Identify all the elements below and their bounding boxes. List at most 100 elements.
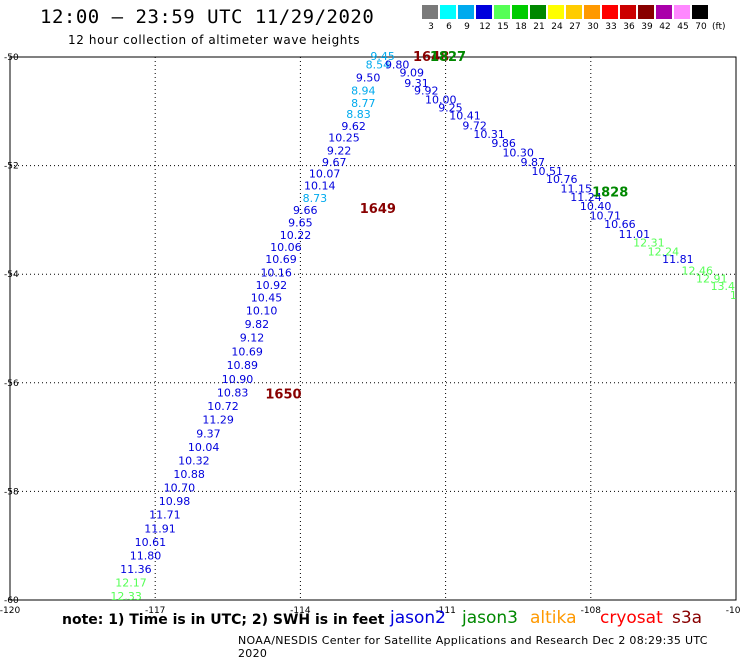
wave-height-value: 9.22 bbox=[327, 144, 352, 157]
wave-height-value: 9.67 bbox=[322, 156, 347, 169]
page-subtitle: 12 hour collection of altimeter wave hei… bbox=[68, 33, 361, 47]
wave-height-value: 10.45 bbox=[251, 292, 283, 305]
legend-label: 18 bbox=[515, 22, 527, 32]
wave-height-value: 11.01 bbox=[619, 228, 651, 241]
credit-line: NOAA/NESDIS Center for Satellite Applica… bbox=[238, 634, 708, 660]
wave-height-value: 9.82 bbox=[245, 318, 270, 331]
wave-height-value: 11.29 bbox=[202, 414, 234, 427]
legend-unit: (ft) bbox=[712, 22, 726, 32]
satellite-name-altika: altika bbox=[530, 608, 577, 628]
x-tick-label: -111 bbox=[435, 606, 455, 616]
wave-height-value: 10.51 bbox=[531, 165, 563, 178]
wave-height-value: 12.91 bbox=[696, 273, 728, 286]
legend-swatch bbox=[440, 5, 457, 19]
wave-height-value: 10.90 bbox=[222, 373, 254, 386]
legend-swatch bbox=[530, 5, 547, 19]
legend-swatch bbox=[494, 5, 511, 19]
y-tick-label: -60 bbox=[4, 596, 19, 606]
wave-height-value: 8.77 bbox=[351, 97, 376, 110]
pass-time-label: 1827 bbox=[430, 50, 466, 65]
page-title: 12:00 – 23:59 UTC 11/29/2020 bbox=[40, 6, 375, 28]
wave-height-value: 10.69 bbox=[231, 345, 263, 358]
wave-height-value: 8.54 bbox=[366, 59, 391, 72]
wave-height-value: 10.10 bbox=[246, 305, 278, 318]
map-frame bbox=[9, 56, 737, 601]
legend-label: 3 bbox=[428, 22, 434, 32]
legend-label: 21 bbox=[533, 22, 545, 32]
wave-height-value: 10.32 bbox=[178, 454, 210, 467]
wave-height-value: 9.09 bbox=[399, 67, 424, 80]
legend-label: 24 bbox=[551, 22, 563, 32]
wave-height-value: 10.16 bbox=[260, 267, 292, 280]
wave-height-value: 8.94 bbox=[351, 85, 376, 98]
x-tick-label: -105 bbox=[726, 606, 740, 616]
wave-height-value: 10.06 bbox=[270, 241, 302, 254]
y-tick-label: -54 bbox=[4, 270, 19, 280]
x-tick-label: -120 bbox=[0, 606, 20, 616]
footnote: note: 1) Time is in UTC; 2) SWH is in fe… bbox=[62, 612, 385, 628]
wave-height-value: 9.50 bbox=[356, 72, 381, 85]
wave-height-value: 12.31 bbox=[633, 237, 665, 250]
legend-label: 39 bbox=[641, 22, 653, 32]
legend-swatch bbox=[422, 5, 439, 19]
wave-height-value: 10.71 bbox=[590, 210, 622, 223]
legend-swatch bbox=[548, 5, 565, 19]
legend-label: 36 bbox=[623, 22, 635, 32]
wave-height-value: 10.69 bbox=[265, 253, 297, 266]
wave-height-value: 10.89 bbox=[227, 359, 259, 372]
wave-height-value: 10.66 bbox=[604, 218, 636, 231]
legend-label: 12 bbox=[479, 22, 491, 32]
wave-height-value: 9.31 bbox=[404, 77, 429, 90]
wave-height-value: 9.72 bbox=[462, 119, 487, 132]
wave-height-value: 10.41 bbox=[449, 110, 481, 123]
wave-height-value: 10.14 bbox=[304, 180, 336, 193]
legend-swatch bbox=[512, 5, 529, 19]
wave-height-value: 10.70 bbox=[164, 482, 196, 495]
y-tick-label: -52 bbox=[4, 162, 19, 172]
wave-height-value: 11.36 bbox=[120, 563, 152, 576]
wave-height-value: 9.80 bbox=[385, 59, 410, 72]
legend-swatch bbox=[566, 5, 583, 19]
wave-height-value: 9.65 bbox=[288, 217, 313, 230]
legend-label: 15 bbox=[497, 22, 509, 32]
wave-height-value: 10.61 bbox=[135, 536, 167, 549]
legend-swatch bbox=[458, 5, 475, 19]
legend-label: 42 bbox=[659, 22, 671, 32]
wave-height-value: 9.87 bbox=[520, 156, 545, 169]
legend-swatch bbox=[692, 5, 709, 19]
wave-height-value: 12.17 bbox=[115, 577, 147, 590]
wave-height-value: 8.73 bbox=[303, 192, 328, 205]
wave-height-value: 11.15 bbox=[561, 182, 593, 195]
wave-height-value: 10.22 bbox=[280, 229, 312, 242]
wave-height-value: 11.80 bbox=[130, 549, 162, 562]
wave-height-value: 9.66 bbox=[293, 204, 318, 217]
satellite-name-jason3: jason3 bbox=[462, 608, 518, 628]
satellite-name-jason2: jason2 bbox=[390, 608, 446, 628]
legend-label: 45 bbox=[677, 22, 689, 32]
satellite-name-cryosat: cryosat bbox=[600, 608, 663, 628]
wave-height-value: 10.88 bbox=[173, 468, 205, 481]
wave-height-value: 9.62 bbox=[341, 120, 366, 133]
satellite-name-s3a: s3a bbox=[672, 608, 703, 628]
wave-height-value: 10.07 bbox=[309, 168, 341, 181]
wave-height-value: 10.25 bbox=[328, 131, 360, 144]
pass-time-label: 1648 bbox=[413, 50, 449, 65]
wave-height-value: 12.46 bbox=[682, 264, 714, 277]
wave-height-value: 10.98 bbox=[159, 495, 191, 508]
wave-height-value: 11.71 bbox=[149, 509, 181, 522]
legend-label: 70 bbox=[695, 22, 707, 32]
wave-height-value: 10.72 bbox=[207, 400, 239, 413]
legend-swatch bbox=[602, 5, 619, 19]
wave-height-value: 10.04 bbox=[188, 441, 220, 454]
legend-swatch bbox=[674, 5, 691, 19]
legend-swatch bbox=[476, 5, 493, 19]
wave-height-value: 12.33 bbox=[110, 590, 142, 603]
wave-height-value: 12.24 bbox=[648, 245, 680, 258]
legend-label: 27 bbox=[569, 22, 581, 32]
wave-height-value: 10.00 bbox=[425, 93, 457, 106]
wave-height-value: 11.81 bbox=[662, 253, 694, 266]
wave-height-value: 10.83 bbox=[217, 387, 249, 400]
x-tick-label: -108 bbox=[581, 606, 602, 616]
legend-swatch bbox=[638, 5, 655, 19]
wave-height-value: 9.37 bbox=[196, 427, 221, 440]
